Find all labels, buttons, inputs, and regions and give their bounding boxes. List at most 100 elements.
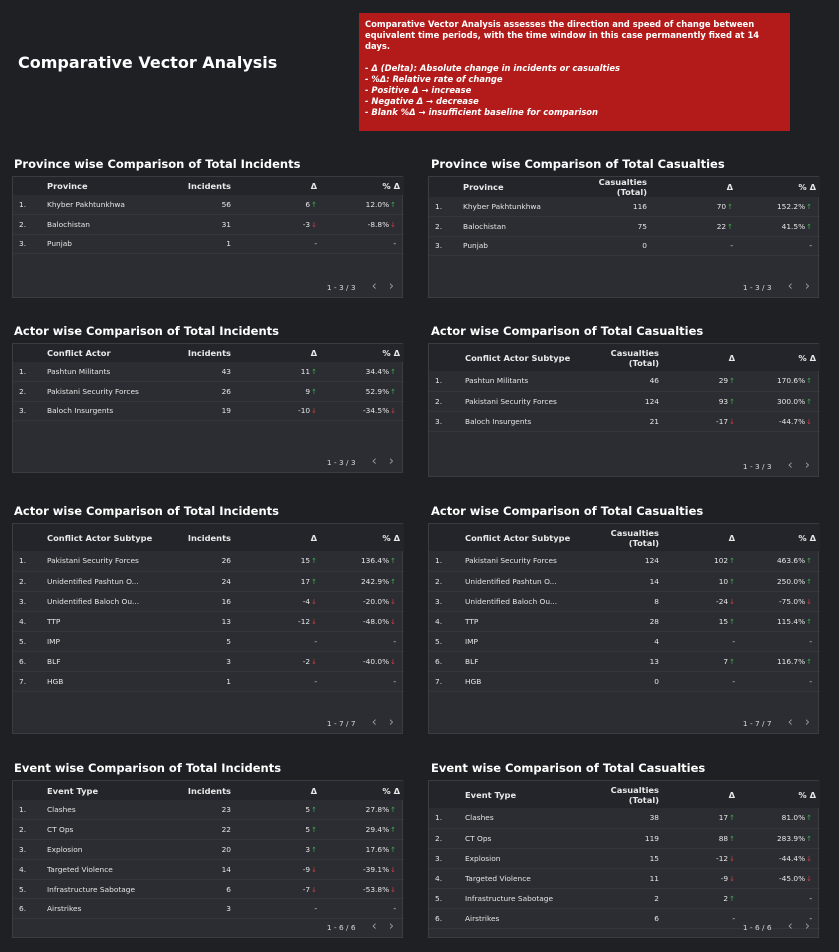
arrow-up-icon: ↑: [311, 577, 317, 586]
row-delta: 11↑: [235, 362, 321, 382]
header-cell[interactable]: Δ: [235, 344, 321, 362]
pct-delta-value: 136.4%: [360, 556, 390, 566]
row-pct-delta: 52.9%↑: [321, 381, 404, 402]
section-title: Actor wise Comparison of Total Incidents: [14, 324, 279, 338]
header-cell[interactable]: Casualties (Total): [579, 781, 663, 808]
header-cell[interactable]: % Δ: [739, 781, 820, 808]
header-cell-index: [13, 344, 41, 362]
header-cell[interactable]: Province: [457, 177, 575, 197]
table-card: Conflict Actor Subtype Casualties (Total)…: [428, 343, 820, 477]
header-cell[interactable]: Δ: [663, 781, 739, 808]
chevron-left-icon[interactable]: ‹: [371, 454, 377, 469]
row-pct-delta: 41.5%↑: [737, 216, 820, 237]
pagination: 1 - 6 / 6 ‹ ›: [743, 920, 810, 934]
arrow-down-icon: ↓: [806, 597, 812, 606]
header-cell[interactable]: Incidents: [159, 344, 235, 362]
header-cell[interactable]: % Δ: [739, 524, 820, 551]
table-row: 2. Unidentified Pashtun O... 14 10↑ 250.0%↑: [429, 571, 820, 592]
arrow-up-icon: ↑: [806, 557, 812, 566]
header-cell[interactable]: Δ: [235, 524, 321, 551]
chevron-right-icon[interactable]: ›: [804, 279, 810, 294]
chevron-right-icon[interactable]: ›: [804, 919, 810, 934]
pct-delta-value: -75.0%: [778, 596, 806, 606]
row-index: 1.: [13, 195, 41, 215]
arrow-down-icon: ↓: [806, 854, 812, 863]
header-cell[interactable]: Δ: [663, 524, 739, 551]
header-cell[interactable]: Casualties (Total): [575, 177, 651, 197]
chevron-right-icon[interactable]: ›: [388, 715, 394, 730]
header-cell[interactable]: Incidents: [159, 781, 235, 800]
row-delta: 22↑: [651, 216, 737, 237]
chevron-right-icon[interactable]: ›: [388, 279, 394, 294]
header-cell[interactable]: % Δ: [321, 344, 404, 362]
header-cell[interactable]: Casualties (Total): [579, 524, 663, 551]
arrow-down-icon: ↓: [390, 865, 396, 874]
header-cell[interactable]: Event Type: [459, 781, 579, 808]
header-cell[interactable]: % Δ: [321, 177, 404, 195]
arrow-up-icon: ↑: [729, 397, 735, 406]
header-cell[interactable]: Incidents: [159, 524, 235, 551]
chevron-right-icon[interactable]: ›: [388, 454, 394, 469]
row-index: 1.: [429, 551, 459, 572]
chevron-left-icon[interactable]: ‹: [371, 279, 377, 294]
delta-value: 17: [300, 576, 311, 586]
table-card: Province Incidents Δ% Δ 1. Khyber Pakhtunkhw…: [12, 176, 404, 298]
table-header-row: Conflict Actor Incidents Δ% Δ: [13, 344, 404, 362]
header-cell[interactable]: Δ: [651, 177, 737, 197]
data-table: Conflict Actor Subtype Incidents Δ% Δ 1. Pak…: [13, 524, 404, 692]
delta-value: -17: [716, 416, 729, 426]
chevron-left-icon[interactable]: ‹: [371, 715, 377, 730]
delta-value: 29: [718, 376, 729, 386]
header-cell[interactable]: Casualties (Total): [579, 344, 663, 371]
row-value: 38: [579, 808, 663, 829]
chevron-right-icon[interactable]: ›: [804, 715, 810, 730]
row-delta: -: [663, 908, 739, 929]
arrow-down-icon: ↓: [311, 865, 317, 874]
row-value: 15: [579, 848, 663, 869]
header-cell[interactable]: Conflict Actor Subtype: [459, 344, 579, 371]
header-cell[interactable]: Incidents: [159, 177, 235, 195]
chevron-right-icon[interactable]: ›: [388, 919, 394, 934]
chevron-left-icon[interactable]: ‹: [787, 279, 793, 294]
row-index: 4.: [429, 868, 459, 889]
header-cell[interactable]: Province: [41, 177, 159, 195]
header-cell[interactable]: % Δ: [321, 524, 404, 551]
header-cell[interactable]: Conflict Actor Subtype: [459, 524, 579, 551]
header-cell[interactable]: Conflict Actor Subtype: [41, 524, 159, 551]
pct-delta-value: -48.0%: [362, 616, 390, 626]
row-value: 3: [159, 898, 235, 920]
row-index: 2.: [13, 571, 41, 592]
row-index: 1.: [13, 551, 41, 572]
row-delta: -2↓: [235, 651, 321, 672]
chevron-left-icon[interactable]: ‹: [787, 919, 793, 934]
chevron-left-icon[interactable]: ‹: [371, 919, 377, 934]
header-cell[interactable]: Δ: [235, 177, 321, 195]
header-cell[interactable]: Conflict Actor: [41, 344, 159, 362]
header-cell[interactable]: Δ: [235, 781, 321, 800]
chevron-left-icon[interactable]: ‹: [787, 715, 793, 730]
row-index: 3.: [429, 411, 459, 432]
header-cell[interactable]: Event Type: [41, 781, 159, 800]
row-value: 5: [159, 631, 235, 652]
header-cell[interactable]: Δ: [663, 344, 739, 371]
arrow-up-icon: ↑: [390, 845, 396, 854]
header-cell[interactable]: % Δ: [321, 781, 404, 800]
row-pct-delta: -: [739, 888, 820, 909]
header-cell[interactable]: % Δ: [739, 344, 820, 371]
row-value: 28: [579, 611, 663, 632]
pct-delta-value: 463.6%: [776, 556, 806, 566]
row-value: 119: [579, 828, 663, 849]
delta-value: 93: [718, 396, 729, 406]
arrow-up-icon: ↑: [806, 814, 812, 823]
row-index: 6.: [429, 908, 459, 929]
chevron-right-icon[interactable]: ›: [804, 458, 810, 473]
chevron-left-icon[interactable]: ‹: [787, 458, 793, 473]
row-delta: 70↑: [651, 197, 737, 217]
table-header-row: Conflict Actor Subtype Casualties (Total)…: [429, 524, 820, 551]
header-cell[interactable]: % Δ: [737, 177, 820, 197]
pagination-label: 1 - 7 / 7: [326, 718, 356, 728]
row-value: 20: [159, 839, 235, 860]
header-cell-index: [429, 524, 459, 551]
arrow-down-icon: ↓: [806, 874, 812, 883]
table-row: 1. Pashtun Militants 43 11↑ 34.4%↑: [13, 362, 404, 382]
